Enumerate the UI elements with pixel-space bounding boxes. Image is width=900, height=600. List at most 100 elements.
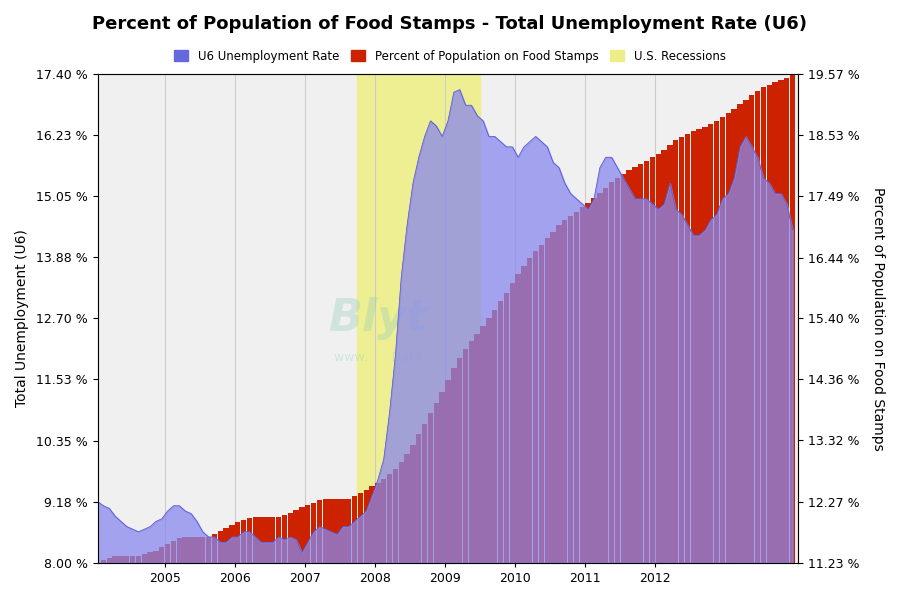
Bar — [265, 517, 270, 563]
Bar — [591, 198, 597, 563]
Bar — [253, 517, 258, 563]
Bar — [790, 74, 796, 563]
Bar — [620, 173, 625, 563]
Bar — [556, 225, 562, 563]
Bar — [188, 537, 194, 563]
Bar — [673, 140, 679, 563]
Bar — [293, 510, 299, 563]
Bar — [632, 167, 637, 563]
Bar — [737, 104, 742, 563]
Bar — [714, 121, 719, 563]
Bar — [300, 507, 305, 563]
Bar — [381, 479, 386, 563]
Bar — [720, 117, 725, 563]
Bar — [650, 157, 655, 563]
Y-axis label: Total Unemployment (U6): Total Unemployment (U6) — [15, 230, 29, 407]
Bar — [608, 182, 614, 563]
Bar — [516, 274, 521, 563]
Bar — [387, 474, 392, 563]
Bar — [171, 541, 176, 563]
Bar — [118, 556, 123, 563]
Bar — [492, 310, 498, 563]
Bar — [200, 537, 205, 563]
Bar — [212, 534, 217, 563]
Bar — [183, 537, 188, 563]
Bar — [311, 503, 316, 563]
Bar — [176, 538, 182, 563]
Bar — [223, 529, 229, 563]
Bar — [702, 127, 707, 563]
Bar — [136, 556, 141, 563]
Bar — [159, 547, 165, 563]
Bar — [586, 203, 590, 563]
Bar — [743, 100, 749, 563]
Bar — [597, 193, 602, 563]
Bar — [498, 301, 503, 563]
Bar — [410, 445, 416, 563]
Bar — [638, 164, 644, 563]
Bar — [521, 266, 526, 563]
Bar — [148, 553, 153, 563]
Bar — [369, 486, 374, 563]
Legend: U6 Unemployment Rate, Percent of Population on Food Stamps, U.S. Recessions: U6 Unemployment Rate, Percent of Populat… — [169, 45, 731, 67]
Bar — [106, 557, 112, 563]
Bar — [165, 544, 170, 563]
Bar — [778, 80, 784, 563]
Bar — [767, 85, 772, 563]
Bar — [428, 413, 433, 563]
Bar — [562, 220, 568, 563]
Bar — [655, 154, 661, 563]
Bar — [615, 178, 620, 563]
Bar — [235, 522, 240, 563]
Text: www.      Data: www. Data — [334, 351, 422, 364]
Text: Blyt: Blyt — [328, 297, 428, 340]
Bar — [527, 258, 533, 563]
Bar — [322, 499, 328, 563]
Bar — [206, 537, 211, 563]
Bar — [679, 137, 684, 563]
Bar — [357, 493, 363, 563]
Bar — [469, 341, 474, 563]
Bar — [247, 518, 252, 563]
Bar — [539, 245, 544, 563]
Bar — [422, 424, 427, 563]
Bar — [685, 134, 690, 563]
Bar — [357, 74, 480, 563]
Bar — [340, 499, 346, 563]
Bar — [574, 212, 580, 563]
Bar — [451, 368, 456, 563]
Bar — [124, 556, 130, 563]
Bar — [241, 520, 247, 563]
Bar — [230, 525, 235, 563]
Bar — [749, 95, 754, 563]
Bar — [603, 188, 608, 563]
Bar — [457, 358, 463, 563]
Bar — [690, 131, 696, 563]
Bar — [364, 490, 369, 563]
Bar — [486, 319, 491, 563]
Bar — [112, 556, 118, 563]
Bar — [662, 149, 667, 563]
Bar — [130, 556, 135, 563]
Bar — [509, 283, 515, 563]
Bar — [153, 551, 158, 563]
Bar — [317, 500, 322, 563]
Bar — [101, 560, 106, 563]
Bar — [416, 434, 421, 563]
Bar — [474, 334, 480, 563]
Bar — [434, 403, 439, 563]
Bar — [708, 124, 714, 563]
Bar — [141, 554, 147, 563]
Bar — [334, 499, 339, 563]
Bar — [533, 251, 538, 563]
Bar — [375, 482, 381, 563]
Bar — [346, 499, 351, 563]
Bar — [626, 170, 632, 563]
Bar — [568, 216, 573, 563]
Bar — [392, 469, 398, 563]
Bar — [667, 145, 672, 563]
Bar — [644, 161, 649, 563]
Bar — [282, 515, 287, 563]
Bar — [276, 517, 282, 563]
Bar — [404, 454, 410, 563]
